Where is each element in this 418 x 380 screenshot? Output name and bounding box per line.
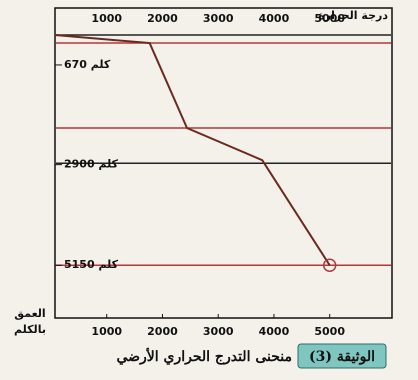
y-axis-label: بالكلم [14, 323, 46, 336]
x-axis-label: درجة الحرارة [318, 9, 388, 22]
y-tick-label: 2900 كلم [64, 158, 119, 171]
x-tick-label-bottom: 2000 [147, 325, 178, 338]
x-tick-label-bottom: 5000 [314, 325, 345, 338]
x-tick-label-bottom: 1000 [91, 325, 122, 338]
temperature-curve [54, 34, 331, 266]
caption-tag-box [297, 343, 387, 369]
caption-tag: الوثيقة (3) [309, 349, 375, 365]
x-tick-label-bottom: 4000 [259, 325, 290, 338]
y-tick-label: 5150 كلم [64, 258, 119, 271]
y-tick-label: 670 كلم [64, 58, 111, 71]
x-tick-label-top: 2000 [147, 12, 178, 25]
highlight-circle [322, 258, 337, 272]
x-tick-label-top: 3000 [203, 12, 234, 25]
x-tick-label-bottom: 3000 [203, 325, 234, 338]
y-axis-label: العمق [14, 307, 45, 320]
x-tick-label-top: 5000 [314, 12, 345, 25]
plot-frame [54, 7, 393, 319]
x-tick-label-top: 4000 [259, 12, 290, 25]
caption: منحنى التدرج الحراري الأرضي [116, 347, 292, 365]
x-tick-label-top: 1000 [91, 12, 122, 25]
